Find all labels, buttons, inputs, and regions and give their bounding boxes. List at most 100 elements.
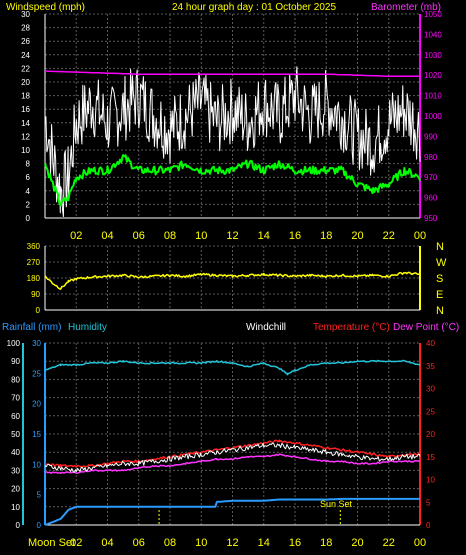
humidity-tick-label: 80 bbox=[11, 375, 20, 384]
compass-label: W bbox=[436, 257, 447, 269]
rainfall-line bbox=[44, 497, 420, 526]
x-tick-label: 22 bbox=[383, 230, 395, 242]
left-tick-label: 30 bbox=[21, 10, 30, 19]
left-tick-label: 14 bbox=[21, 119, 30, 128]
left-tick-label: 360 bbox=[27, 242, 41, 251]
moon-set-label: Moon Set bbox=[28, 537, 75, 549]
panel3-axes: 0 10 20 30 40 50 60 70 80 90 100 0 5 10 15 20 25 30 0 5 10 15… bbox=[7, 339, 436, 530]
humidity-tick-label: 60 bbox=[11, 412, 20, 421]
humidity-line bbox=[44, 359, 421, 376]
temperature-line bbox=[44, 439, 421, 468]
humidity-tick-label: 0 bbox=[16, 521, 21, 530]
sun-set-label: Sun Set bbox=[320, 499, 353, 509]
temperature-tick-label: 30 bbox=[426, 385, 435, 394]
x-tick-label: 00 bbox=[414, 537, 426, 549]
left-tick-label: 90 bbox=[31, 290, 40, 299]
windspeed-gust-line bbox=[44, 66, 421, 217]
x-tick-label: 08 bbox=[164, 230, 176, 242]
rain-tick-label: 5 bbox=[37, 491, 42, 500]
rain-tick-label: 25 bbox=[32, 369, 41, 378]
compass-label: N bbox=[436, 305, 444, 317]
windchill-line bbox=[44, 442, 421, 473]
windchill-label: Windchill bbox=[246, 322, 286, 333]
humidity-tick-label: 100 bbox=[7, 339, 21, 348]
x-tick-label: 18 bbox=[320, 537, 332, 549]
rain-tick-label: 0 bbox=[37, 521, 42, 530]
wind-direction-line bbox=[44, 271, 421, 290]
left-tick-label: 22 bbox=[21, 64, 30, 73]
rain-tick-label: 30 bbox=[32, 339, 41, 348]
right-tick-label: 1050 bbox=[424, 10, 442, 19]
left-tick-label: 18 bbox=[21, 92, 30, 101]
x-tick-label: 10 bbox=[195, 537, 207, 549]
x-tick-label: 20 bbox=[351, 230, 363, 242]
x-tick-label: 02 bbox=[70, 230, 82, 242]
windspeed-label: Windspeed (mph) bbox=[6, 2, 85, 13]
temperature-tick-label: 10 bbox=[426, 476, 435, 485]
left-tick-label: 180 bbox=[27, 274, 41, 283]
humidity-tick-label: 90 bbox=[11, 357, 20, 366]
right-tick-label: 970 bbox=[424, 173, 438, 182]
right-tick-label: 1040 bbox=[424, 30, 442, 39]
left-tick-label: 24 bbox=[21, 51, 30, 60]
humidity-label: Humidity bbox=[68, 322, 107, 333]
panel1-series bbox=[44, 66, 421, 217]
right-tick-label: 1030 bbox=[424, 51, 442, 60]
right-tick-label: 960 bbox=[424, 194, 438, 203]
right-tick-label: 1010 bbox=[424, 92, 442, 101]
left-tick-label: 26 bbox=[21, 37, 30, 46]
right-tick-label: 1000 bbox=[424, 112, 442, 121]
panel3-grid bbox=[44, 342, 421, 526]
temperature-tick-label: 35 bbox=[426, 362, 435, 371]
panel1-axes: 0246810121416182022242628309509609709809… bbox=[21, 10, 442, 223]
right-tick-label: 950 bbox=[424, 214, 438, 223]
right-tick-label: 980 bbox=[424, 153, 438, 162]
temperature-tick-label: 40 bbox=[426, 339, 435, 348]
windspeed-average-line bbox=[44, 154, 421, 207]
x-tick-label: 00 bbox=[414, 230, 426, 242]
compass-label: N bbox=[436, 241, 444, 253]
panel2-grid bbox=[44, 245, 421, 311]
x-tick-label: 12 bbox=[226, 537, 238, 549]
x-tick-label: 22 bbox=[383, 537, 395, 549]
dewpoint-label: Dew Point (°C) bbox=[393, 322, 459, 333]
left-tick-label: 2 bbox=[26, 200, 31, 209]
temperature-label: Temperature (°C) bbox=[313, 322, 390, 333]
x-tick-label: 20 bbox=[351, 537, 363, 549]
right-tick-label: 990 bbox=[424, 132, 438, 141]
x-tick-label: 14 bbox=[258, 537, 270, 549]
x-tick-label: 12 bbox=[226, 230, 238, 242]
x-tick-label: 16 bbox=[289, 230, 301, 242]
x-tick-label: 08 bbox=[164, 537, 176, 549]
rain-tick-label: 10 bbox=[32, 460, 41, 469]
panel3-x-labels: 02 04 06 08 10 12 14 16 18 20 22 00 bbox=[70, 537, 426, 549]
compass-label: E bbox=[436, 289, 443, 301]
humidity-tick-label: 30 bbox=[11, 466, 20, 475]
left-tick-label: 4 bbox=[26, 187, 31, 196]
temperature-tick-label: 0 bbox=[426, 521, 431, 530]
left-tick-label: 0 bbox=[26, 214, 31, 223]
left-tick-label: 0 bbox=[36, 306, 41, 315]
x-tick-label: 04 bbox=[101, 230, 113, 242]
humidity-tick-label: 50 bbox=[11, 430, 20, 439]
left-tick-label: 8 bbox=[26, 160, 31, 169]
left-tick-label: 6 bbox=[26, 173, 31, 182]
humidity-tick-label: 40 bbox=[11, 448, 20, 457]
left-tick-label: 20 bbox=[21, 78, 30, 87]
x-tick-label: 04 bbox=[101, 537, 113, 549]
x-tick-label: 14 bbox=[258, 230, 270, 242]
temperature-tick-label: 5 bbox=[426, 498, 431, 507]
rainfall-label: Rainfall (mm) bbox=[2, 322, 61, 333]
humidity-tick-label: 20 bbox=[11, 485, 20, 494]
left-tick-label: 270 bbox=[27, 258, 41, 267]
compass-label: S bbox=[436, 273, 443, 285]
left-tick-label: 10 bbox=[21, 146, 30, 155]
left-tick-label: 28 bbox=[21, 24, 30, 33]
dewpoint-line bbox=[44, 453, 421, 475]
temperature-tick-label: 25 bbox=[426, 407, 435, 416]
x-tick-label: 06 bbox=[133, 537, 145, 549]
x-tick-label: 10 bbox=[195, 230, 207, 242]
panel2-series bbox=[44, 271, 421, 290]
